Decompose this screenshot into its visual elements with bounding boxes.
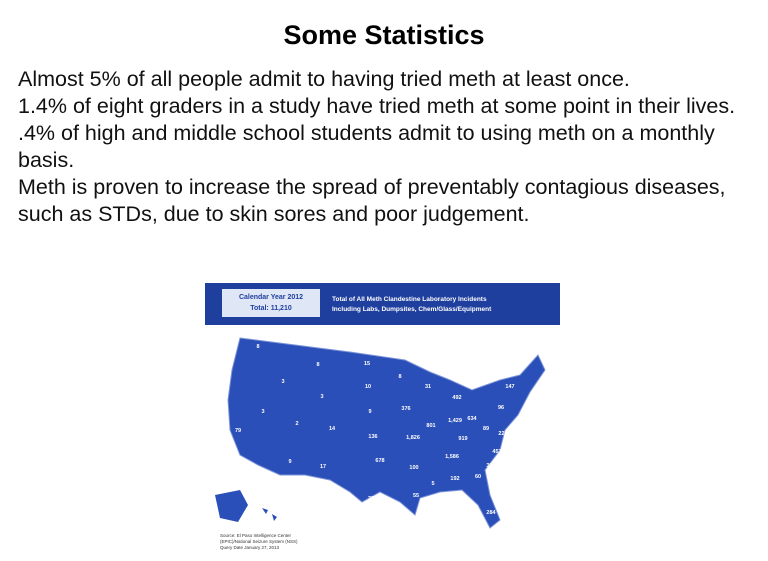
bullet-text: Meth is proven to increase the spread of…	[18, 175, 726, 226]
state-count: 3	[261, 409, 264, 415]
state-count: 2	[295, 421, 298, 427]
bullet-text: 1.4% of eight graders in a study have tr…	[18, 94, 736, 118]
state-count: 5	[431, 481, 434, 487]
state-count: 801	[426, 423, 435, 429]
state-count: 89	[483, 426, 489, 432]
state-count: 8	[316, 362, 319, 368]
state-count: 9	[368, 409, 371, 415]
state-count: 8	[398, 374, 401, 380]
hawaii-shape	[262, 508, 277, 521]
state-count: 31	[425, 384, 431, 390]
state-count: 32	[368, 496, 374, 502]
state-count: 919	[458, 436, 467, 442]
state-count: 14	[329, 426, 336, 432]
map-heading: Total of All Meth Clandestine Laboratory…	[332, 296, 487, 303]
map-subheading: Including Labs, Dumpsites, Chem/Glass/Eq…	[332, 306, 492, 313]
state-count: 100	[409, 465, 418, 471]
alaska-shape	[215, 490, 248, 522]
state-count: 1,429	[448, 418, 462, 424]
state-count: 3	[281, 379, 284, 385]
state-count: 3	[320, 394, 323, 400]
state-count: 457	[492, 449, 501, 455]
state-count: 8	[256, 344, 259, 350]
state-count: 79	[235, 428, 241, 434]
bullet-text: .4% of high and middle school students a…	[18, 121, 715, 172]
state-count: 15	[364, 361, 370, 367]
map-year: Calendar Year 2012	[239, 294, 303, 301]
us-map-shape	[227, 337, 546, 529]
state-count: 284	[486, 510, 496, 516]
state-count: 492	[452, 395, 461, 401]
state-count: 365	[486, 463, 495, 469]
state-count: 678	[375, 458, 384, 464]
map-source: Source: El Paso Intelligence Center	[220, 533, 292, 538]
state-count: 55	[413, 493, 419, 499]
map-total: Total: 11,210	[250, 305, 292, 312]
meth-map: Calendar Year 2012 Total: 11,210 Total o…	[205, 283, 560, 550]
state-count: 60	[475, 474, 481, 480]
state-count: 634	[467, 416, 477, 422]
bullet-text: Almost 5% of all people admit to having …	[18, 67, 630, 91]
state-count: 147	[505, 384, 514, 390]
slide-title: Some Statistics	[283, 20, 485, 50]
map-source: (EPIC)/National Seizure System (NSS)	[220, 539, 298, 544]
state-count: 221	[498, 431, 507, 437]
map-source: Query Date January 27, 2013	[220, 545, 280, 550]
state-count: 10	[365, 384, 371, 390]
year-box	[222, 289, 320, 317]
state-count: 96	[498, 405, 504, 411]
state-count: 17	[320, 464, 326, 470]
state-count: 192	[450, 476, 459, 482]
state-count: 9	[288, 459, 291, 465]
state-count: 1,586	[445, 454, 459, 460]
state-count: 376	[401, 406, 410, 412]
slide-body: Almost 5% of all people admit to having …	[18, 66, 758, 228]
state-count: 136	[368, 434, 377, 440]
state-count: 1,826	[406, 435, 420, 441]
